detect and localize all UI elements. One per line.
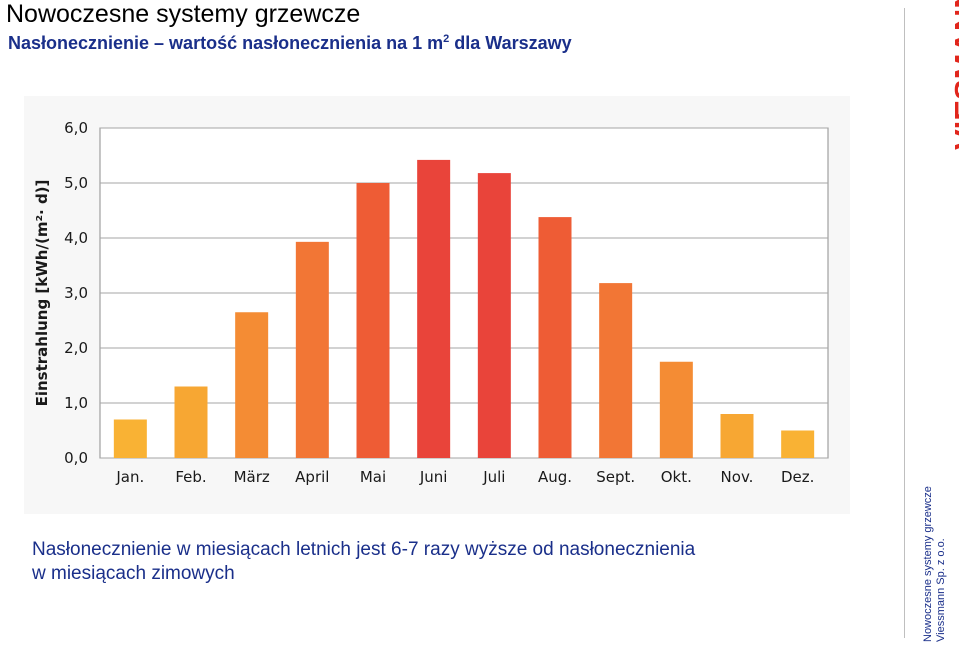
bar: [113, 419, 147, 458]
bar: [477, 173, 511, 458]
x-tick-label: Mai: [360, 468, 386, 486]
bar: [417, 159, 451, 458]
y-axis-label: Einstrahlung [kWh/(m²· d)]: [33, 180, 51, 407]
bar: [781, 430, 815, 458]
bar: [356, 183, 390, 458]
bar: [174, 386, 208, 458]
sidebar-divider: [904, 8, 905, 638]
viessmann-logo: VIESMANN: [948, 0, 959, 150]
x-tick-label: Juni: [419, 468, 448, 486]
footer-line-2: Viessmann Sp. z o.o.: [935, 538, 947, 642]
subtitle-main: Nasłonecznienie – wartość nasłonecznieni…: [8, 33, 444, 53]
bar: [295, 241, 329, 458]
x-tick-label: Jan.: [115, 468, 144, 486]
x-tick-label: April: [295, 468, 329, 486]
y-tick-label: 1,0: [64, 394, 88, 412]
x-tick-label: Okt.: [661, 468, 692, 486]
bar: [659, 361, 693, 458]
x-tick-label: Aug.: [538, 468, 572, 486]
statement-line-2: w miesiącach zimowych: [32, 563, 235, 584]
y-tick-label: 2,0: [64, 339, 88, 357]
bar: [235, 312, 269, 458]
subtitle-superscript: 2: [443, 33, 450, 45]
x-tick-label: Dez.: [781, 468, 814, 486]
x-tick-label: Feb.: [175, 468, 206, 486]
slide-subtitle: Nasłonecznienie – wartość nasłonecznieni…: [8, 33, 572, 54]
x-tick-label: März: [234, 468, 270, 486]
y-tick-label: 3,0: [64, 284, 88, 302]
bar: [599, 283, 633, 458]
slide-title: Nowoczesne systemy grzewcze: [6, 0, 361, 28]
x-tick-label: Juli: [482, 468, 505, 486]
subtitle-end: dla Warszawy: [449, 33, 572, 53]
y-tick-label: 0,0: [64, 449, 88, 467]
footer-line-1: Nowoczesne systemy grzewcze: [922, 486, 934, 642]
y-tick-label: 5,0: [64, 174, 88, 192]
bar: [720, 414, 754, 458]
y-tick-label: 6,0: [64, 119, 88, 137]
statement-line-1: Nasłonecznienie w miesiącach letnich jes…: [32, 539, 696, 560]
footer-vertical: Nowoczesne systemy grzewcze Viessmann Sp…: [922, 486, 948, 642]
y-tick-label: 4,0: [64, 229, 88, 247]
statement-text: Nasłonecznienie w miesiącach letnich jes…: [32, 538, 872, 586]
x-tick-label: Sept.: [596, 468, 635, 486]
x-tick-label: Nov.: [721, 468, 754, 486]
bar: [538, 217, 572, 458]
